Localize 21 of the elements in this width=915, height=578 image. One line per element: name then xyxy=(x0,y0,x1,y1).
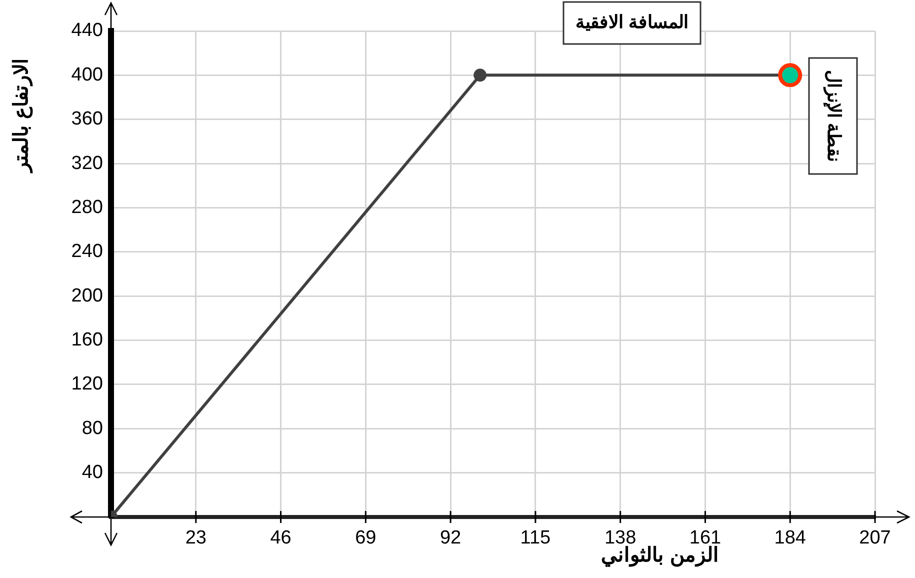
x-tick-label: 92 xyxy=(440,528,462,549)
x-tick-label: 69 xyxy=(355,528,376,549)
x-tick-label: 184 xyxy=(774,528,806,549)
y-tick-label: 400 xyxy=(71,64,103,86)
x-tick-label: 207 xyxy=(859,528,891,549)
x-tick-label: 115 xyxy=(520,528,551,549)
y-tick-label: 240 xyxy=(71,241,103,262)
y-tick-label: 320 xyxy=(71,152,103,174)
y-tick-label: 440 xyxy=(71,20,103,42)
annotation: نقطة الإنزال xyxy=(823,70,844,162)
y-tick-label: 40 xyxy=(82,462,103,484)
y-tick-label: 280 xyxy=(71,196,103,218)
x-tick-label: 23 xyxy=(185,528,206,549)
y-axis-title: الارتفاع بالمتر xyxy=(10,58,34,174)
x-tick-label: 46 xyxy=(270,528,292,549)
y-tick-label: 160 xyxy=(71,330,103,351)
y-tick-label: 360 xyxy=(71,108,103,130)
y-tick-label: 120 xyxy=(71,374,103,395)
annotation: المسافة الافقية xyxy=(575,12,689,32)
y-tick-label: 80 xyxy=(82,418,103,439)
y-tick-label: 200 xyxy=(71,285,103,306)
